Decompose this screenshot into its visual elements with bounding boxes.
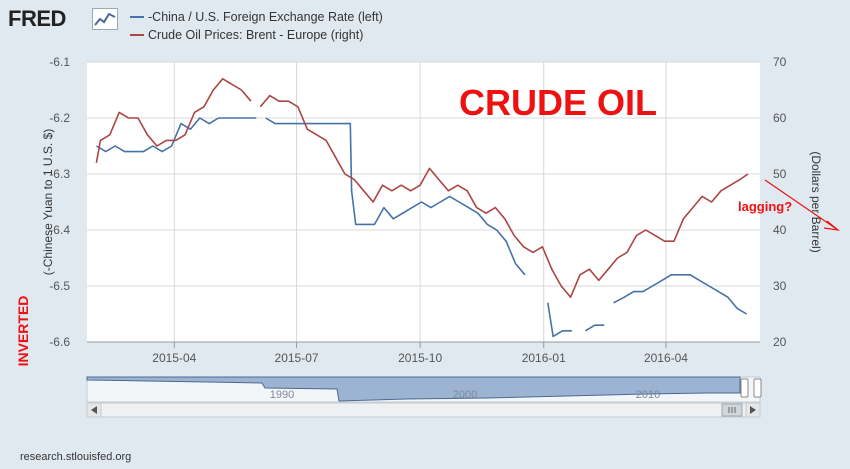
chart-line-icon xyxy=(92,8,118,30)
china-rate-line-segment-0 xyxy=(95,117,257,153)
lagging-arrow-line xyxy=(764,179,839,231)
legend-label-china: -China / U.S. Foreign Exchange Rate (lef… xyxy=(148,10,383,24)
legend-swatch-oil xyxy=(130,34,144,36)
left-tick-label: -6.5 xyxy=(49,279,70,293)
china-rate-line-segment-1 xyxy=(265,117,526,276)
fred-logo: FRED xyxy=(8,6,66,31)
x-tick-label: 2015-07 xyxy=(275,351,319,365)
navigator-year-label: 1990 xyxy=(270,389,294,401)
x-tick-label: 2015-04 xyxy=(152,351,196,365)
right-tick-label: 20 xyxy=(773,335,787,349)
navigator-handle-right[interactable] xyxy=(753,378,762,398)
china-rate-line-segment-4 xyxy=(613,273,748,315)
plot-area xyxy=(87,62,760,342)
right-tick-label: 30 xyxy=(773,279,787,293)
legend-item-oil[interactable]: Crude Oil Prices: Brent - Europe (right) xyxy=(130,26,383,44)
lagging-arrow-head xyxy=(823,220,841,231)
brent-oil-line-segment-1 xyxy=(259,94,749,299)
legend-label-oil: Crude Oil Prices: Brent - Europe (right) xyxy=(148,28,364,42)
source-credit[interactable]: research.stlouisfed.org xyxy=(20,451,132,463)
navigator-year-label: 2000 xyxy=(453,389,477,401)
left-axis-title: (-Chinese Yuan to 1 U.S. $) xyxy=(41,129,55,276)
legend-item-china[interactable]: -China / U.S. Foreign Exchange Rate (lef… xyxy=(130,8,383,26)
navigator-area xyxy=(86,376,741,402)
navigator-year-label: 2010 xyxy=(636,389,660,401)
left-tick-label: -6.3 xyxy=(49,167,70,181)
left-tick-label: -6.1 xyxy=(49,55,70,69)
legend-swatch-china xyxy=(130,16,144,18)
right-axis-title: (Dollars per Barrel) xyxy=(809,151,823,252)
chart-legend: -China / U.S. Foreign Exchange Rate (lef… xyxy=(130,8,383,44)
scroll-left-icon xyxy=(91,406,97,414)
inverted-annotation: INVERTED xyxy=(15,296,31,367)
left-tick-label: -6.2 xyxy=(49,111,70,125)
lagging-annotation: lagging? xyxy=(738,199,792,214)
left-tick-label: -6.6 xyxy=(49,335,70,349)
right-tick-label: 50 xyxy=(773,167,787,181)
china-rate-line-segment-2 xyxy=(547,302,572,338)
right-tick-label: 40 xyxy=(773,223,787,237)
scrollbar-track[interactable] xyxy=(86,402,761,418)
x-tick-label: 2016-01 xyxy=(522,351,566,365)
x-tick-label: 2016-04 xyxy=(644,351,688,365)
right-tick-label: 70 xyxy=(773,55,787,69)
brent-oil-line-segment-0 xyxy=(95,78,252,163)
navigator-handle-left[interactable] xyxy=(740,378,749,398)
crude-oil-annotation: CRUDE OIL xyxy=(459,82,657,123)
x-tick-label: 2015-10 xyxy=(398,351,442,365)
right-tick-label: 60 xyxy=(773,111,787,125)
china-rate-line-segment-3 xyxy=(584,324,605,332)
left-tick-label: -6.4 xyxy=(49,223,70,237)
scroll-right-icon xyxy=(750,406,756,414)
